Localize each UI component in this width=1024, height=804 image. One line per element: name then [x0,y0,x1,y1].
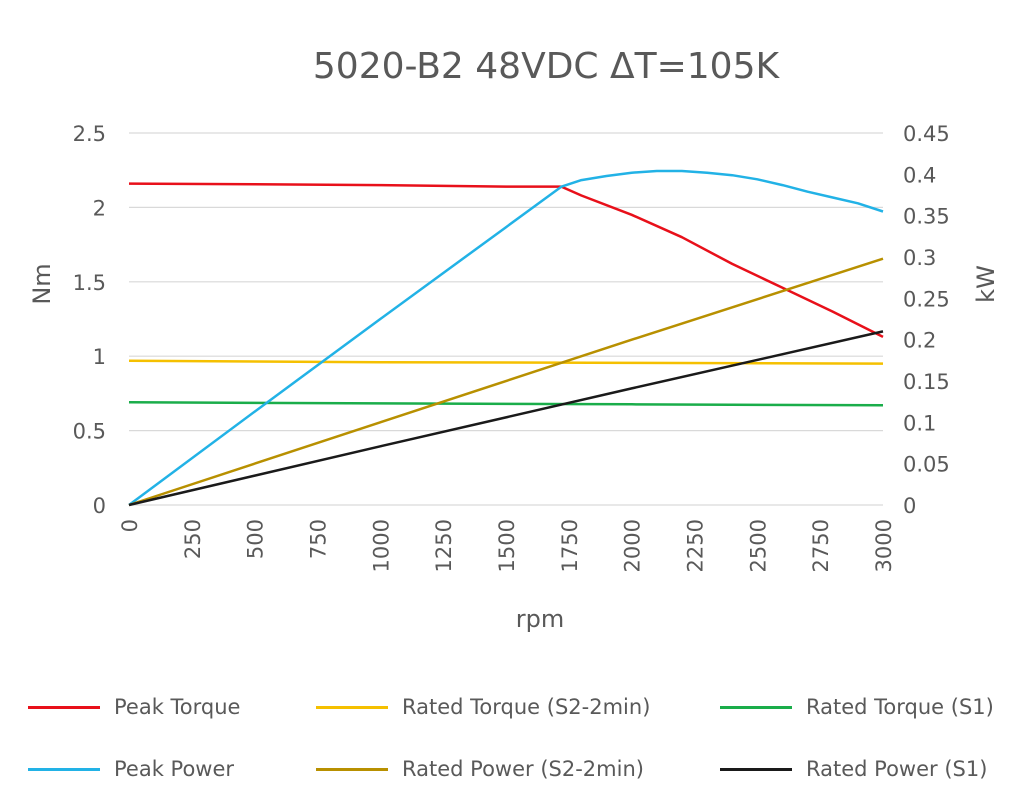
y2-tick-label: 0.45 [903,122,950,146]
legend-item: Peak Torque [28,692,240,722]
y2-tick-label: 0.05 [903,453,950,477]
x-tick-label: 1500 [495,519,519,572]
legend-swatch [28,705,100,709]
y2-tick-label: 0.4 [903,163,936,187]
legend-item: Peak Power [28,754,234,784]
legend-item: Rated Power (S1) [720,754,987,784]
chart: 5020-B2 48VDC ΔT=105K 0 250 500 750 1000 1250… [28,46,1000,633]
y-tick-label: 1 [93,345,106,369]
x-tick-label: 2000 [621,519,645,572]
legend-swatch [316,705,388,709]
legend-item: Rated Torque (S2-2min) [316,692,650,722]
y-tick-label: 2 [93,196,106,220]
legend-label: Rated Torque (S1) [806,695,994,719]
x-tick-label: 250 [181,519,205,559]
legend-item: Rated Torque (S1) [720,692,994,722]
y2-tick-label: 0.1 [903,411,936,435]
y-tick-label: 1.5 [73,271,106,295]
x-tick-label: 3000 [872,519,896,572]
y2-tick-label: 0.2 [903,329,936,353]
x-tick-label: 1250 [432,519,456,572]
x-tick-label: 1750 [558,519,582,572]
legend: Peak Torque Rated Torque (S2-2min) Rated T… [0,680,1024,790]
x-tick-label: 2750 [809,519,833,572]
x-tick-label: 1000 [369,519,393,572]
y-tick-label: 0.5 [73,420,106,444]
legend-label: Peak Torque [114,695,241,719]
legend-swatch [316,767,388,771]
gridlines [129,132,883,506]
x-tick-label: 750 [307,519,331,559]
legend-label: Rated Torque (S2-2min) [402,695,651,719]
legend-label: Rated Power (S1) [806,757,988,781]
series-line-3 [128,169,884,507]
legend-swatch [720,705,792,709]
legend-label: Peak Power [114,757,235,781]
y2-tick-label: 0.35 [903,205,950,229]
legend-label: Rated Power (S2-2min) [402,757,644,781]
y2-tick-label: 0.3 [903,246,936,270]
y2-tick-label: 0 [903,494,916,518]
y-axis-label: Nm [28,263,56,304]
x-axis-tick-labels: 0 250 500 750 1000 1250 1500 1750 2000 2250 2500 27… [118,519,896,572]
y2-tick-label: 0.25 [903,287,950,311]
series-line-5 [128,330,884,507]
legend-swatch [720,767,792,771]
series-line-0 [128,182,884,339]
y2-axis-tick-labels: 0 0.05 0.1 0.15 0.2 0.25 0.3 0.35 0.4 0.45 [903,122,950,518]
x-tick-label: 500 [244,519,268,559]
chart-title: 5020-B2 48VDC ΔT=105K [313,46,781,87]
legend-swatch [28,767,100,771]
x-tick-label: 2500 [746,519,770,572]
y-tick-label: 0 [93,494,106,518]
x-axis-label: rpm [516,605,564,633]
y2-tick-label: 0.15 [903,370,950,394]
series-line-1 [128,359,884,365]
legend-item: Rated Power (S2-2min) [316,754,644,784]
y2-axis-label: kW [972,265,1000,303]
y-tick-label: 2.5 [73,122,106,146]
series-lines [128,169,884,507]
x-tick-label: 0 [118,519,142,532]
series-line-2 [128,401,884,407]
x-tick-label: 2250 [684,519,708,572]
series-line-4 [128,257,884,507]
y-axis-tick-labels: 0 0.5 1 1.5 2 2.5 [73,122,106,518]
